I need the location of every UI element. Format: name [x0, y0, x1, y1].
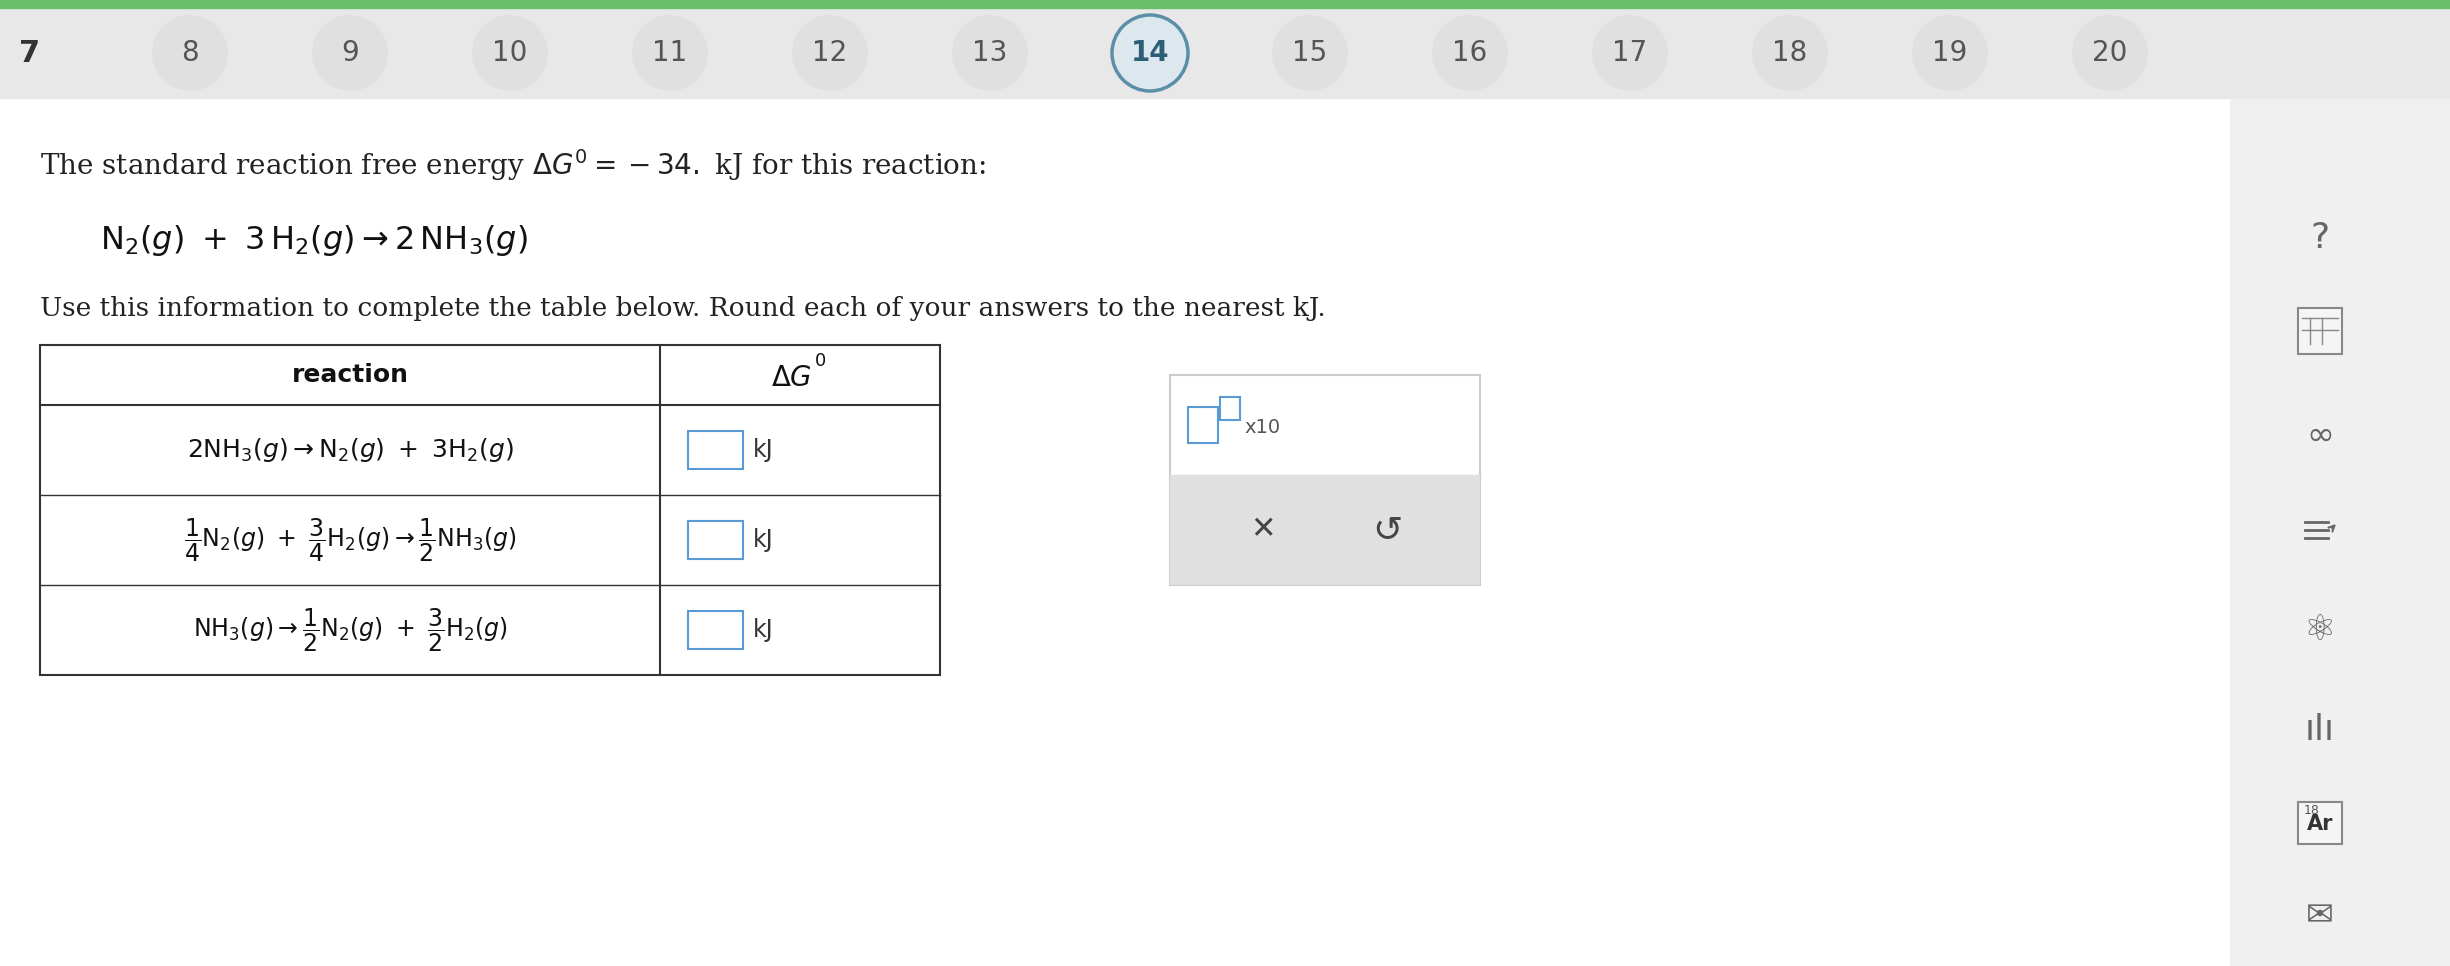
Text: ⚛: ⚛ — [2303, 613, 2337, 647]
Circle shape — [473, 15, 549, 91]
Bar — [1220, 397, 1240, 420]
Text: ✕: ✕ — [1250, 516, 1276, 545]
Circle shape — [1112, 15, 1188, 91]
Bar — [0, 8, 2450, 98]
Text: 7: 7 — [20, 39, 42, 68]
Circle shape — [311, 15, 387, 91]
Circle shape — [632, 15, 708, 91]
Bar — [2230, 98, 2450, 966]
Text: Ar: Ar — [2308, 814, 2332, 834]
Text: $\mathrm{NH_3}(g) \rightarrow \dfrac{1}{2}\mathrm{N_2}(g)\ +\ \dfrac{3}{2}\mathr: $\mathrm{NH_3}(g) \rightarrow \dfrac{1}{… — [194, 607, 507, 654]
Text: 18: 18 — [1771, 39, 1808, 67]
Bar — [0, 0, 2450, 8]
Text: ✉: ✉ — [2305, 899, 2335, 932]
Text: Use this information to complete the table below. Round each of your answers to : Use this information to complete the tab… — [39, 296, 1325, 321]
Text: 19: 19 — [1933, 39, 1967, 67]
Text: $2\mathrm{NH_3}(g) \rightarrow \mathrm{N_2}(g)\ +\ 3\mathrm{H_2}(g)$: $2\mathrm{NH_3}(g) \rightarrow \mathrm{N… — [186, 436, 514, 464]
Text: ?: ? — [2310, 221, 2330, 255]
Text: ∞: ∞ — [2305, 418, 2335, 451]
Bar — [2298, 802, 2342, 844]
Circle shape — [1272, 15, 1348, 91]
Text: 15: 15 — [1294, 39, 1328, 67]
Circle shape — [2073, 15, 2149, 91]
Text: The standard reaction free energy $\Delta G^0=-34.$ kJ for this reaction:: The standard reaction free energy $\Delt… — [39, 147, 985, 183]
Circle shape — [953, 15, 1029, 91]
Text: 11: 11 — [652, 39, 688, 67]
Text: kJ: kJ — [752, 618, 774, 642]
Text: 12: 12 — [813, 39, 848, 67]
Bar — [1171, 375, 1480, 585]
Bar — [1188, 407, 1218, 443]
Text: 17: 17 — [1612, 39, 1646, 67]
Circle shape — [1592, 15, 1668, 91]
Bar — [39, 345, 941, 675]
Bar — [688, 431, 742, 469]
Text: kJ: kJ — [752, 528, 774, 552]
Circle shape — [1752, 15, 1828, 91]
Text: x10: x10 — [1245, 417, 1279, 437]
Text: 0: 0 — [813, 352, 826, 370]
Text: 16: 16 — [1453, 39, 1487, 67]
Text: 13: 13 — [973, 39, 1007, 67]
Text: ↺: ↺ — [1372, 513, 1401, 547]
Text: kJ: kJ — [752, 438, 774, 462]
Text: $\mathrm{N_2}(g)\ +\ 3\,\mathrm{H_2}(g) \rightarrow 2\,\mathrm{NH_3}(g)$: $\mathrm{N_2}(g)\ +\ 3\,\mathrm{H_2}(g) … — [100, 222, 527, 258]
Text: 18: 18 — [2303, 804, 2320, 816]
Text: reaction: reaction — [292, 363, 409, 387]
Text: 20: 20 — [2092, 39, 2127, 67]
Circle shape — [1911, 15, 1987, 91]
Text: $\Delta G$: $\Delta G$ — [772, 364, 813, 392]
Bar — [1171, 475, 1480, 585]
Text: 10: 10 — [492, 39, 527, 67]
Bar — [0, 98, 2230, 966]
Bar — [688, 611, 742, 649]
Circle shape — [1431, 15, 1509, 91]
Text: ılı: ılı — [2305, 713, 2335, 747]
Bar — [688, 521, 742, 559]
Text: 9: 9 — [341, 39, 358, 67]
Text: 8: 8 — [181, 39, 198, 67]
Circle shape — [791, 15, 867, 91]
Circle shape — [152, 15, 228, 91]
Bar — [2298, 308, 2342, 354]
Text: 14: 14 — [1132, 39, 1169, 67]
Text: $\dfrac{1}{4}\mathrm{N_2}(g)\ +\ \dfrac{3}{4}\mathrm{H_2}(g) \rightarrow \dfrac{: $\dfrac{1}{4}\mathrm{N_2}(g)\ +\ \dfrac{… — [184, 516, 517, 564]
